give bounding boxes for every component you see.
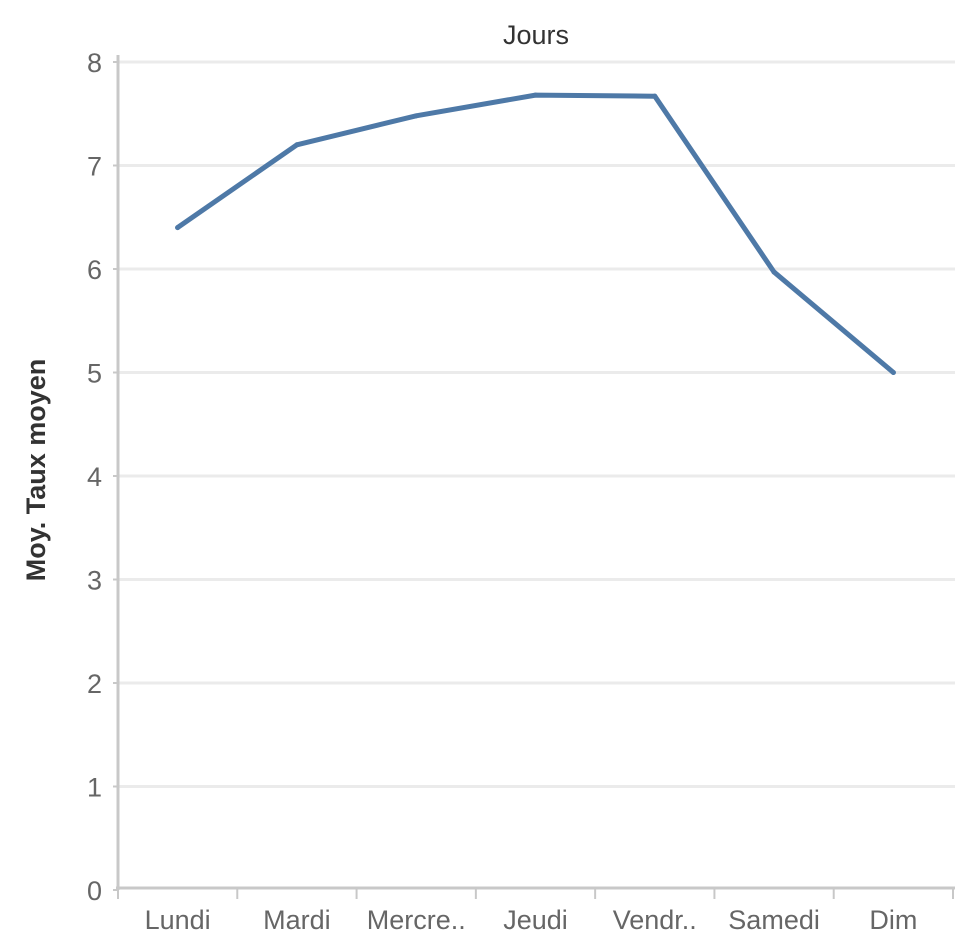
y-tick-label: 4 <box>87 462 102 492</box>
data-point[interactable] <box>413 113 419 119</box>
y-tick-label: 8 <box>87 48 102 78</box>
series-line <box>175 92 896 375</box>
x-tick-label: Lundi <box>145 905 211 935</box>
y-tick-label: 7 <box>87 152 102 182</box>
x-tick-label: Vendr.. <box>613 905 697 935</box>
y-tick-label: 5 <box>87 359 102 389</box>
y-axis-title: Moy. Taux moyen <box>21 359 51 582</box>
y-tick-label: 2 <box>87 669 102 699</box>
x-tick-label: Dim <box>869 905 917 935</box>
x-tick-label: Mercre.. <box>367 905 466 935</box>
y-tick-label: 0 <box>87 876 102 906</box>
data-point[interactable] <box>533 92 538 98</box>
data-point[interactable] <box>652 93 658 99</box>
data-point[interactable] <box>890 370 896 375</box>
data-point[interactable] <box>294 142 300 148</box>
y-axis-ticks: 0 1 2 3 4 5 6 7 8 <box>87 48 118 906</box>
gridlines <box>118 60 955 788</box>
y-tick-label: 1 <box>87 773 102 803</box>
data-point[interactable] <box>771 269 777 275</box>
x-tick-label: Jeudi <box>503 905 568 935</box>
y-tick-label: 3 <box>87 566 102 596</box>
series-layer <box>175 92 896 375</box>
x-tick-label: Samedi <box>728 905 820 935</box>
data-point[interactable] <box>175 225 181 231</box>
x-axis-title: Jours <box>503 20 569 50</box>
y-tick-label: 6 <box>87 255 102 285</box>
x-axis-ticks: Lundi Mardi Mercre.. Jeudi Vendr.. Samedi Dim <box>117 888 954 935</box>
x-tick-label: Mardi <box>263 905 331 935</box>
